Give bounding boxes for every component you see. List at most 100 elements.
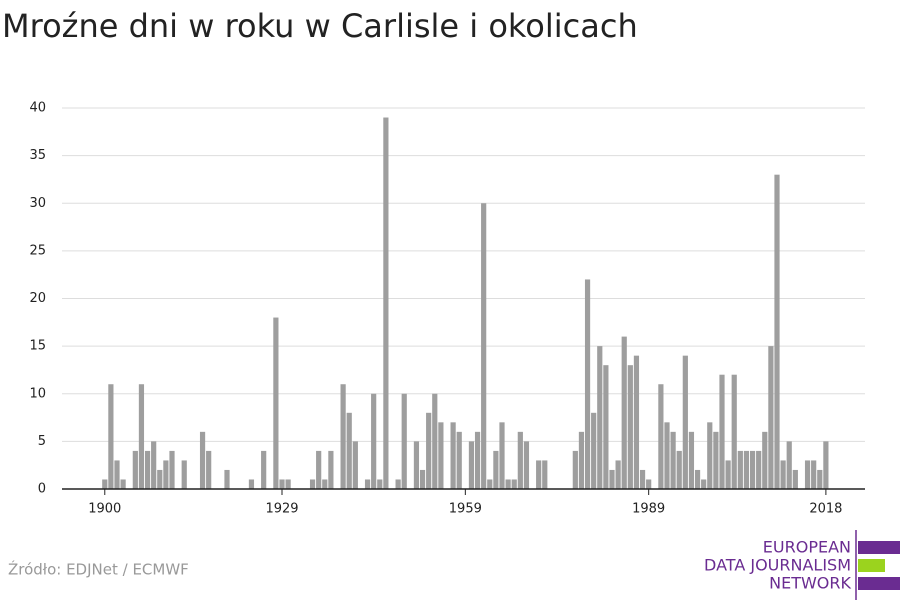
chart-title: Mroźne dni w roku w Carlisle i okolicach <box>2 7 638 45</box>
bar <box>597 346 603 489</box>
y-tick-label: 35 <box>29 148 46 163</box>
bar <box>413 441 420 489</box>
bar <box>749 450 756 489</box>
bar <box>615 460 621 489</box>
bar <box>132 450 138 489</box>
bar <box>432 393 438 489</box>
bar <box>523 441 530 489</box>
bar <box>505 479 511 489</box>
bar <box>578 431 585 489</box>
bar <box>621 336 627 489</box>
y-tick-label: 5 <box>38 434 46 449</box>
bar <box>609 469 615 489</box>
bar <box>383 117 389 490</box>
x-tick-label: 1989 <box>632 502 665 517</box>
bar <box>108 384 114 489</box>
y-tick-label: 20 <box>29 291 46 306</box>
bar <box>438 422 444 489</box>
bar <box>743 450 750 489</box>
bar <box>340 384 346 489</box>
bar <box>419 469 426 489</box>
bar <box>206 450 212 489</box>
bar <box>639 469 646 489</box>
y-tick-label: 40 <box>29 101 46 116</box>
x-tick-label: 2018 <box>809 502 842 517</box>
bar <box>322 479 328 489</box>
logo-bar <box>858 559 885 572</box>
bar <box>138 384 145 489</box>
x-tick-label: 1959 <box>449 502 482 517</box>
bar <box>725 460 731 489</box>
bar <box>364 479 371 489</box>
bar <box>823 441 829 489</box>
bar <box>456 431 462 489</box>
bar <box>102 479 108 489</box>
bar <box>261 450 267 489</box>
bar <box>120 479 126 489</box>
bar <box>627 365 633 489</box>
bar <box>682 355 688 489</box>
y-tick-label: 25 <box>29 243 46 258</box>
bar <box>817 469 823 489</box>
x-tick-label: 1900 <box>88 502 121 517</box>
bar <box>395 479 401 489</box>
bar <box>144 450 151 489</box>
bar <box>163 460 169 489</box>
bar <box>713 431 719 489</box>
bar <box>316 450 322 489</box>
bar <box>224 469 230 489</box>
bar <box>371 393 377 489</box>
bar <box>658 384 664 489</box>
bar <box>792 469 798 489</box>
bar <box>804 460 811 489</box>
x-tick-label: 1929 <box>265 502 298 517</box>
bar <box>377 479 383 489</box>
bar <box>499 422 505 489</box>
logo-bar <box>858 541 900 554</box>
logo-text: NETWORK <box>769 574 851 593</box>
bar <box>346 412 352 489</box>
bar <box>181 460 187 489</box>
bar <box>774 174 780 490</box>
bar <box>481 203 487 489</box>
bar <box>493 450 499 489</box>
bar <box>762 431 768 489</box>
bar <box>731 374 737 489</box>
bar <box>426 412 432 489</box>
bar <box>151 441 157 489</box>
bar <box>542 460 548 489</box>
bar <box>676 450 682 489</box>
bar <box>646 479 652 489</box>
bar <box>670 431 676 489</box>
bar <box>584 279 591 489</box>
bar <box>719 374 725 489</box>
bar <box>517 431 523 489</box>
bar <box>664 422 670 489</box>
bar <box>468 441 475 489</box>
y-tick-label: 0 <box>38 482 46 497</box>
bar <box>279 479 285 489</box>
bar <box>633 355 640 489</box>
bar <box>474 431 481 489</box>
bar <box>756 450 762 489</box>
bar <box>157 469 163 489</box>
bar <box>737 450 743 489</box>
bar <box>352 441 358 489</box>
bar <box>603 365 609 489</box>
bar <box>450 422 456 489</box>
bar <box>780 460 786 489</box>
logo-bar <box>858 577 900 590</box>
y-tick-label: 10 <box>29 386 46 401</box>
source: Źródło: EDJNet / ECMWF <box>8 560 189 579</box>
bar <box>591 412 597 489</box>
bar <box>811 460 817 489</box>
bar <box>309 479 316 489</box>
bar <box>114 460 120 489</box>
bar <box>572 450 578 489</box>
bar <box>694 469 701 489</box>
y-tick-label: 15 <box>29 339 46 354</box>
bar <box>248 479 255 489</box>
bar <box>401 393 407 489</box>
bar <box>536 460 542 489</box>
